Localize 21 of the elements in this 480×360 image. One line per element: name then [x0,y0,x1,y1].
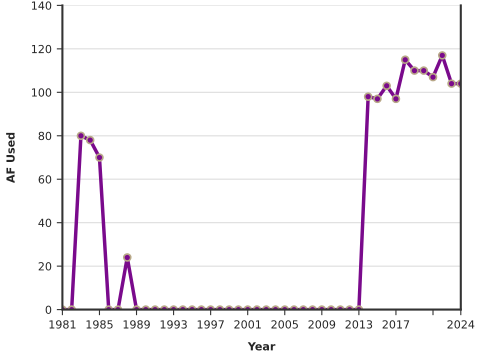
y-tick-label: 0 [46,306,52,314]
x-tick-label: 1997 [198,320,224,329]
y-tick-label: 100 [32,88,52,97]
x-tick-label: 1989 [124,320,150,329]
y-tick-label: 40 [38,218,52,228]
x-tick-label: 2005 [271,320,298,329]
x-tick-label: 2017 [382,320,410,329]
x-tick-label: 2024 [447,320,474,329]
x-tick-label: 2009 [308,320,336,329]
y-tick-label: 80 [38,132,52,140]
y-tick-label: 20 [38,262,52,271]
x-tick-label: 1985 [86,320,113,329]
x-tick-label: 2001 [234,320,261,329]
x-tick-label: 1993 [160,320,187,329]
x-axis-title: Year [248,342,276,350]
y-tick-label: 120 [32,44,52,54]
x-tick-label: 1981 [49,320,76,329]
y-tick-label: 60 [38,175,52,184]
y-tick-label: 140 [32,1,52,10]
x-tick-label: 2013 [346,320,372,329]
y-axis-title: AF Used [6,132,15,184]
